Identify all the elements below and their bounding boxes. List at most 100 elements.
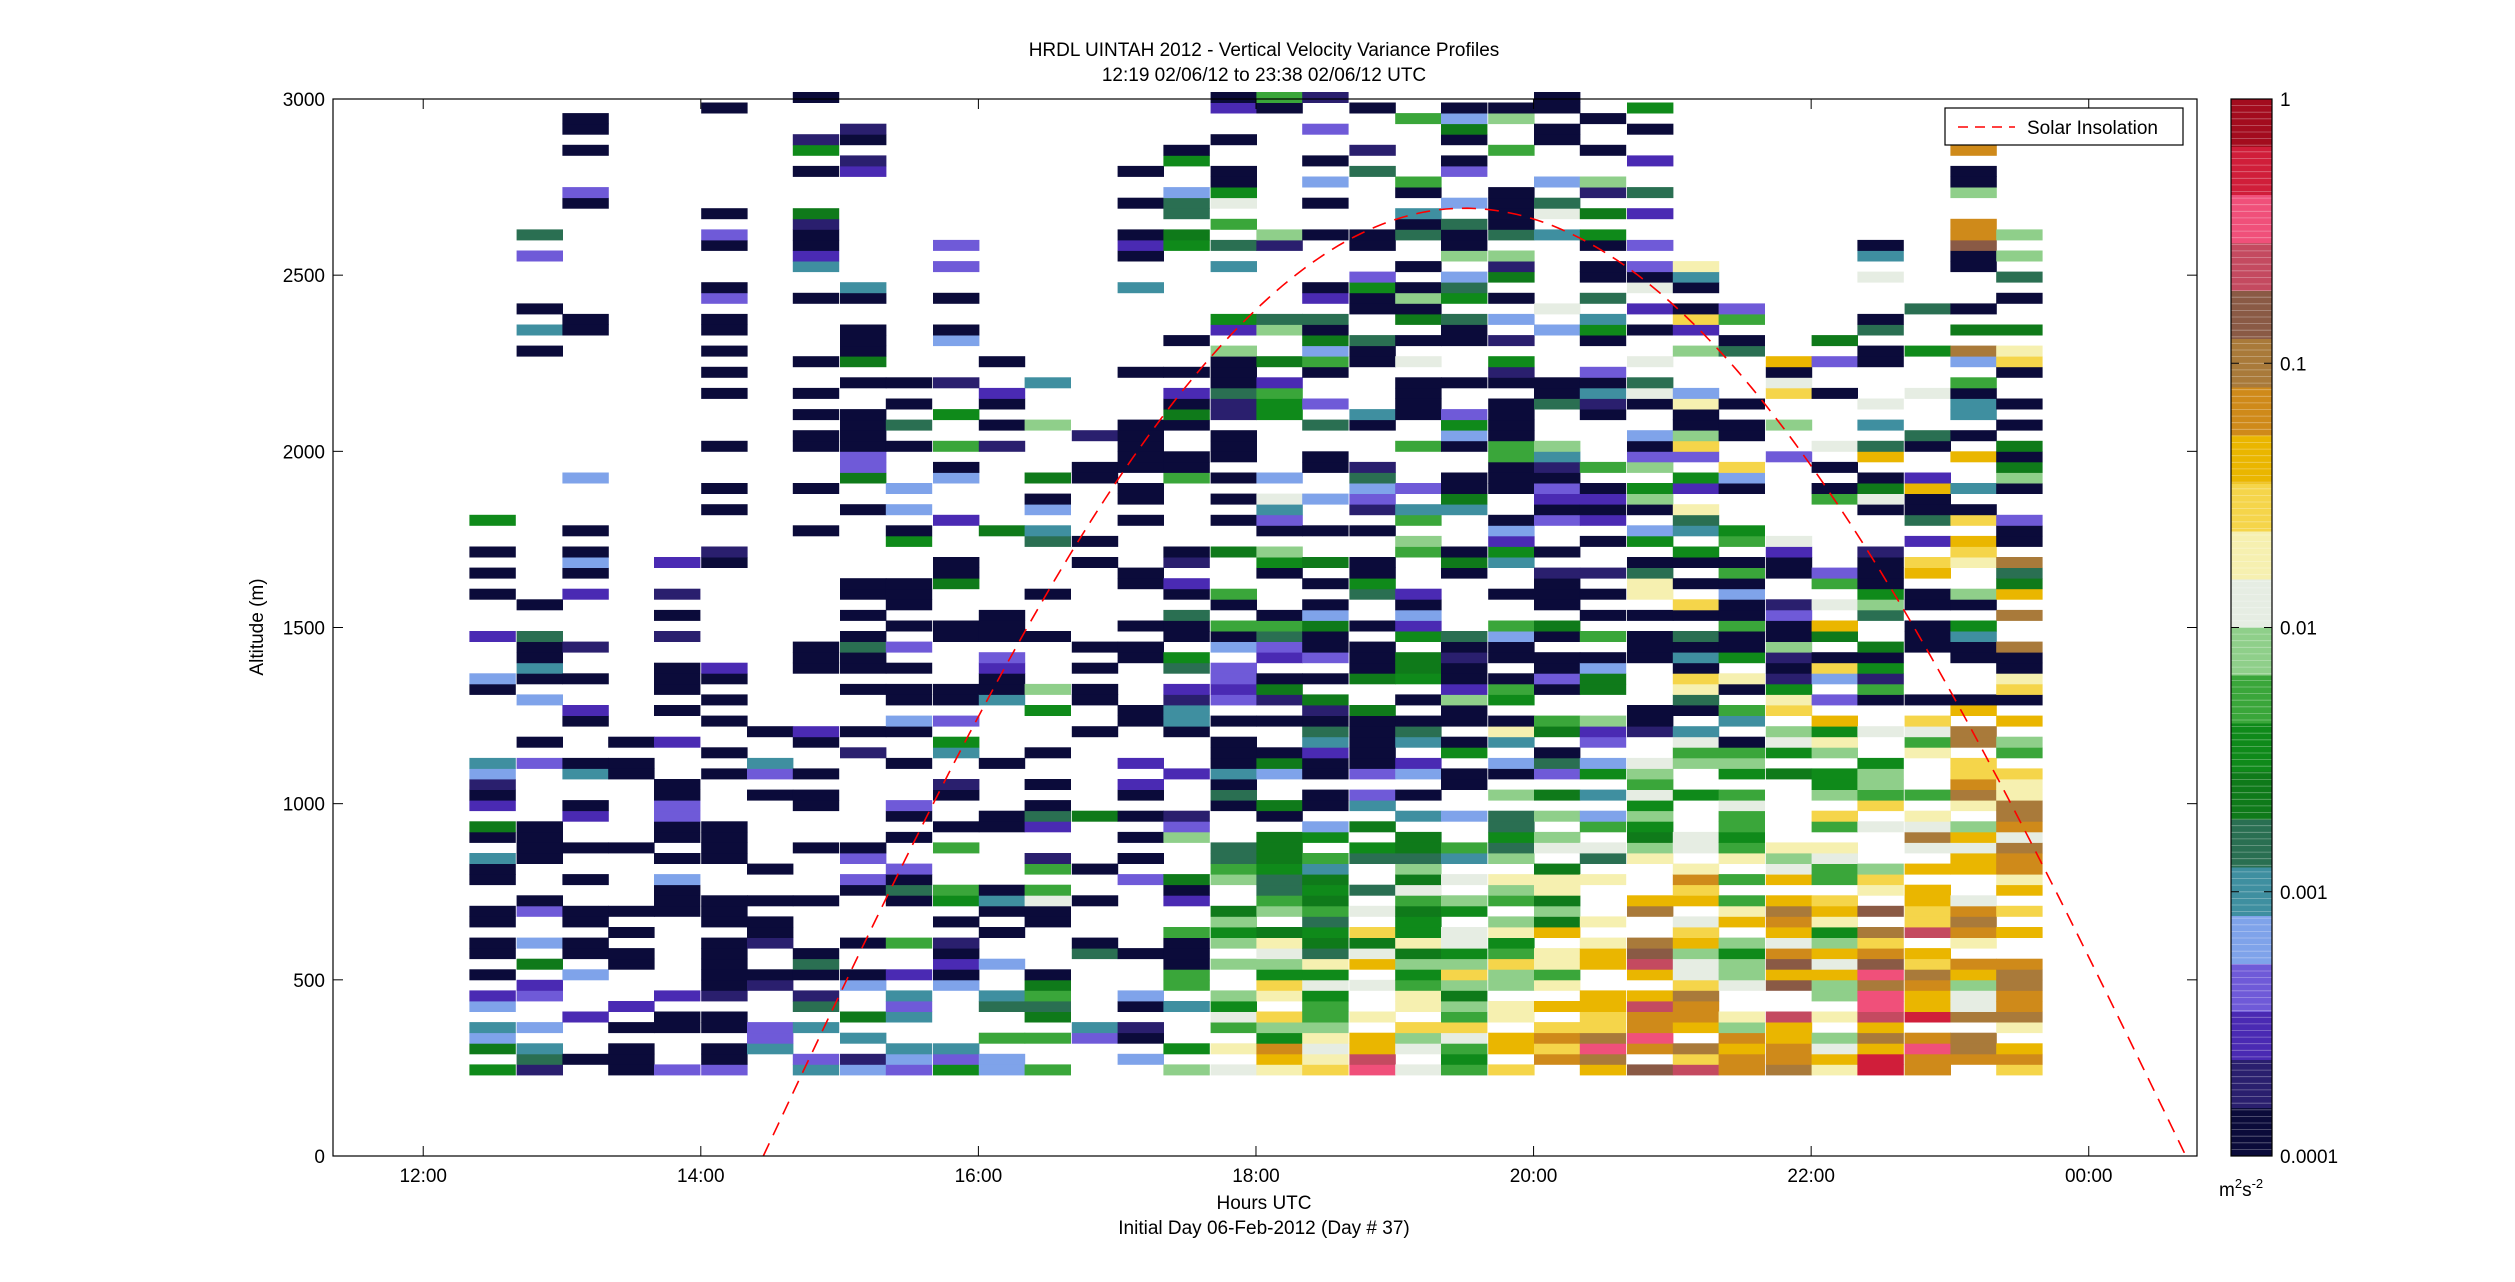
- heatmap-cell: [840, 472, 887, 484]
- heatmap-cell: [933, 578, 980, 590]
- heatmap-cell: [469, 1022, 516, 1034]
- heatmap-cell: [1718, 578, 1765, 590]
- heatmap-cell: [885, 874, 933, 886]
- heatmap-cell: [608, 958, 655, 970]
- heatmap-cell: [1395, 694, 1442, 706]
- heatmap-cell: [1672, 1022, 1720, 1034]
- heatmap-cell: [1765, 736, 1813, 748]
- heatmap-cell: [1349, 525, 1396, 537]
- heatmap-cell: [701, 1022, 748, 1034]
- heatmap-cell: [1024, 969, 1071, 981]
- heatmap-cell: [469, 969, 516, 981]
- heatmap-cell: [562, 557, 609, 568]
- heatmap-cell: [1441, 1053, 1488, 1065]
- heatmap-cell: [1488, 313, 1535, 325]
- heatmap-cell: [1163, 1064, 1210, 1076]
- heatmap-cell: [1256, 324, 1303, 336]
- heatmap-cell: [562, 187, 609, 199]
- heatmap-cell: [654, 631, 701, 642]
- heatmap-cell: [933, 292, 980, 304]
- heatmap-cell: [1627, 705, 1674, 716]
- heatmap-cell: [933, 472, 980, 484]
- heatmap-cell: [701, 842, 748, 854]
- heatmap-cell: [1672, 324, 1720, 336]
- heatmap-cell: [1579, 313, 1627, 325]
- heatmap-cell: [608, 948, 655, 960]
- heatmap-cell: [978, 694, 1026, 706]
- x-tick-label: 14:00: [677, 1166, 725, 1187]
- heatmap-cell: [1395, 905, 1442, 917]
- heatmap-cell: [1163, 620, 1210, 632]
- heatmap-cell: [1395, 588, 1442, 600]
- heatmap-cell: [1672, 398, 1720, 410]
- heatmap-cell: [1256, 229, 1303, 241]
- heatmap-cell: [516, 821, 563, 833]
- heatmap-cell: [1302, 313, 1349, 325]
- heatmap-cell: [1811, 335, 1858, 347]
- heatmap-cell: [1627, 895, 1674, 907]
- heatmap-cell: [1765, 1032, 1813, 1044]
- legend-label: Solar Insolation: [2027, 118, 2158, 139]
- heatmap-cell: [1534, 387, 1581, 399]
- heatmap-cell: [1256, 504, 1303, 516]
- heatmap-cell: [1627, 461, 1674, 473]
- heatmap-cell: [469, 905, 516, 917]
- heatmap-cell: [1488, 218, 1535, 230]
- heatmap-cell: [1349, 461, 1396, 473]
- heatmap-cell: [1256, 409, 1303, 421]
- heatmap-cell: [1024, 979, 1071, 991]
- heatmap-cell: [608, 905, 655, 917]
- heatmap-cell: [516, 757, 563, 769]
- heatmap-cell: [1256, 694, 1303, 706]
- heatmap-cell: [1488, 113, 1535, 125]
- heatmap-cell: [1117, 229, 1164, 241]
- heatmap-cell: [1210, 387, 1257, 399]
- heatmap-cell: [562, 905, 609, 917]
- heatmap-cell: [747, 1022, 794, 1034]
- heatmap-cell: [1627, 831, 1674, 843]
- heatmap-cell: [1811, 578, 1858, 590]
- heatmap-cell: [1071, 662, 1119, 674]
- heatmap-cell: [1950, 387, 1997, 399]
- heatmap-cell: [1534, 440, 1581, 452]
- heatmap-cell: [1718, 335, 1765, 347]
- heatmap-cell: [562, 641, 609, 653]
- heatmap-cell: [747, 726, 794, 738]
- heatmap-cell: [1534, 831, 1581, 843]
- x-axis-sublabel: Initial Day 06-Feb-2012 (Day # 37): [1118, 1218, 1409, 1239]
- heatmap-cell: [516, 662, 563, 674]
- heatmap-cell: [1302, 673, 1349, 685]
- heatmap-cell: [1904, 1043, 1951, 1055]
- heatmap-cell: [1534, 451, 1581, 463]
- chart-subtitle: 12:19 02/06/12 to 23:38 02/06/12 UTC: [1102, 65, 1426, 86]
- heatmap-cell: [1579, 588, 1627, 600]
- heatmap-cell: [1765, 969, 1813, 981]
- heatmap-cell: [978, 905, 1026, 917]
- heatmap-cell: [1441, 165, 1488, 177]
- heatmap-cell: [1256, 567, 1303, 579]
- heatmap-cell: [1210, 1011, 1257, 1023]
- heatmap-cell: [1579, 631, 1627, 642]
- heatmap-cell: [1302, 197, 1349, 209]
- x-tick-label: 16:00: [955, 1166, 1003, 1187]
- heatmap-cell: [1996, 874, 2043, 886]
- heatmap-cell: [1579, 916, 1627, 928]
- heatmap-cell: [1996, 821, 2043, 833]
- heatmap-cell: [1441, 652, 1488, 664]
- heatmap-cell: [885, 694, 933, 706]
- heatmap-cell: [1718, 345, 1765, 357]
- heatmap-cell: [1488, 673, 1535, 685]
- heatmap-cell: [1579, 715, 1627, 727]
- colorbar-tick-label: 0.0001: [2280, 1147, 2338, 1168]
- heatmap-cell: [1117, 810, 1164, 822]
- heatmap-cell: [701, 229, 748, 241]
- heatmap-cell: [1395, 313, 1442, 325]
- heatmap-cell: [1441, 673, 1488, 685]
- heatmap-cell: [1627, 1022, 1674, 1034]
- heatmap-cell: [1579, 853, 1627, 864]
- heatmap-cell: [701, 662, 748, 674]
- heatmap-cell: [1718, 609, 1765, 621]
- heatmap-cell: [1441, 134, 1488, 146]
- heatmap-cell: [978, 683, 1026, 695]
